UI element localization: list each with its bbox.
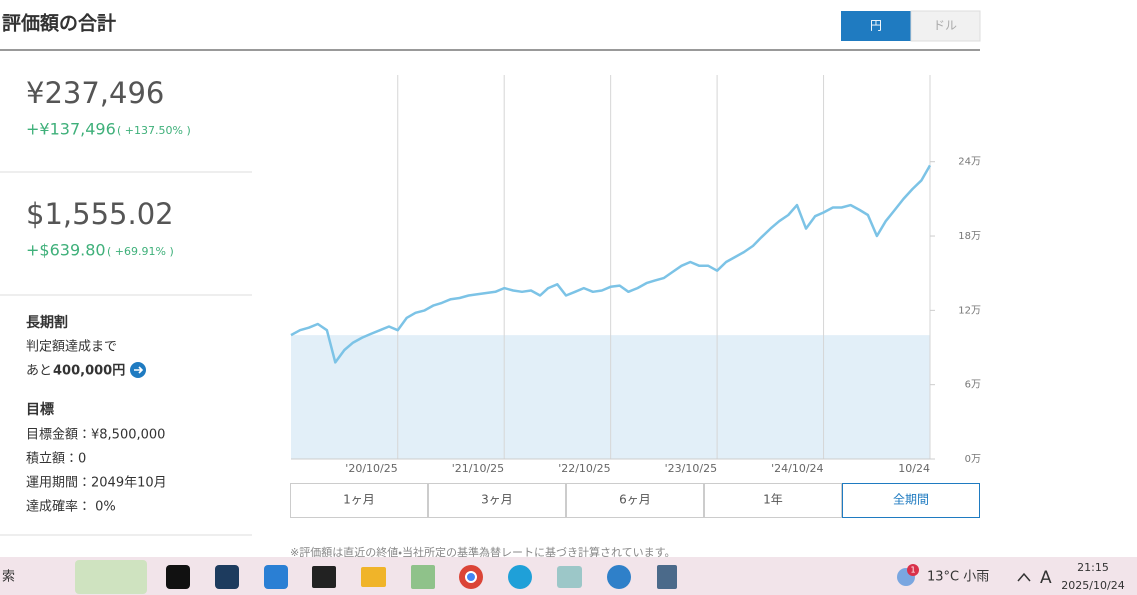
goal-title: 目標	[26, 401, 54, 418]
period-button[interactable]	[704, 483, 842, 518]
y-tick-label: 18万	[958, 231, 981, 242]
app-icon[interactable]	[657, 565, 677, 589]
app-icon[interactable]	[361, 567, 386, 587]
chart: '20/10/25 '21/10/25 '22/10/25 '23/10/25 '24/…	[290, 75, 981, 475]
period-label[interactable]: 6ヶ月	[619, 493, 651, 507]
period-label[interactable]: 全期間	[893, 493, 929, 507]
search-box[interactable]: 索	[2, 570, 15, 585]
period-label[interactable]: 1年	[763, 493, 783, 507]
gain-usd: +$639.80	[26, 241, 106, 260]
app-icon[interactable]	[312, 566, 336, 588]
goal-item: 運用期間：2049年10月	[26, 476, 167, 491]
x-tick-label: '21/10/25	[452, 462, 504, 475]
goal-item: 達成確率： 0%	[26, 499, 116, 515]
app-icon[interactable]	[607, 565, 631, 589]
y-tick-label: 24万	[958, 157, 981, 168]
toggle-label[interactable]: 円	[870, 19, 882, 33]
long-term-title: 長期割	[26, 314, 68, 331]
badge-count: 1	[910, 566, 915, 575]
y-tick-label: 6万	[965, 380, 981, 391]
toggle-usd[interactable]	[910, 10, 981, 42]
y-tick-label: 0万	[965, 454, 981, 465]
period-buttons: 1ヶ月 3ヶ月 6ヶ月 1年 全期間	[290, 483, 980, 518]
long-term-text: 判定額達成まで	[26, 340, 117, 355]
long-term-prefix: あと	[26, 364, 52, 379]
clock-time[interactable]: 21:15	[1077, 561, 1109, 574]
clock-date[interactable]: 2025/10/24	[1061, 579, 1124, 592]
value-line	[290, 164, 932, 364]
ime[interactable]: A	[1040, 568, 1052, 588]
x-tick-label: '22/10/25	[558, 462, 610, 475]
total-usd: $1,555.02	[26, 197, 174, 231]
app-icon[interactable]	[411, 565, 435, 589]
app-icon[interactable]	[264, 565, 288, 589]
gain-pct-yen: ( +137.50% )	[117, 124, 191, 137]
weather[interactable]: 13°C 小雨	[927, 570, 989, 585]
arrow-icon	[134, 366, 144, 374]
period-button[interactable]	[842, 483, 980, 518]
tray-chevron[interactable]	[1017, 572, 1031, 582]
period-label[interactable]: 1ヶ月	[343, 493, 375, 507]
note: ※評価額は直近の終値・当社所定の基準為替レートに基づき計算されています。	[290, 545, 676, 559]
toggle-label[interactable]: ドル	[933, 19, 957, 33]
x-tick-label: '24/10/24	[771, 462, 823, 475]
gain-yen: +¥137,496	[26, 120, 116, 139]
app-icon[interactable]	[215, 565, 239, 589]
x-tick-label: '23/10/25	[665, 462, 717, 475]
app-icon[interactable]	[166, 565, 190, 589]
goal-item: 積立額：0	[26, 452, 86, 467]
x-tick-label: '20/10/25	[345, 462, 397, 475]
y-tick-label: 12万	[958, 305, 981, 316]
search-art	[75, 560, 147, 594]
period-button[interactable]	[566, 483, 704, 518]
app-icon[interactable]	[508, 565, 532, 589]
app-icon-center	[465, 571, 477, 583]
gain-pct-usd: ( +69.91% )	[107, 245, 174, 258]
taskbar-icons	[166, 565, 677, 589]
badge	[907, 564, 919, 576]
goal-item: 目標金額：¥8,500,000	[26, 428, 165, 443]
period-button[interactable]	[290, 483, 428, 518]
total-yen: ¥237,496	[26, 76, 164, 110]
toggle-yen[interactable]	[841, 11, 911, 41]
x-tick-label: 10/24	[898, 462, 930, 475]
period-button[interactable]	[428, 483, 566, 518]
period-label[interactable]: 3ヶ月	[481, 493, 513, 507]
app-icon[interactable]	[557, 566, 582, 588]
title: 評価額の合計	[2, 12, 116, 35]
long-term-amount: 400,000円	[53, 364, 125, 379]
